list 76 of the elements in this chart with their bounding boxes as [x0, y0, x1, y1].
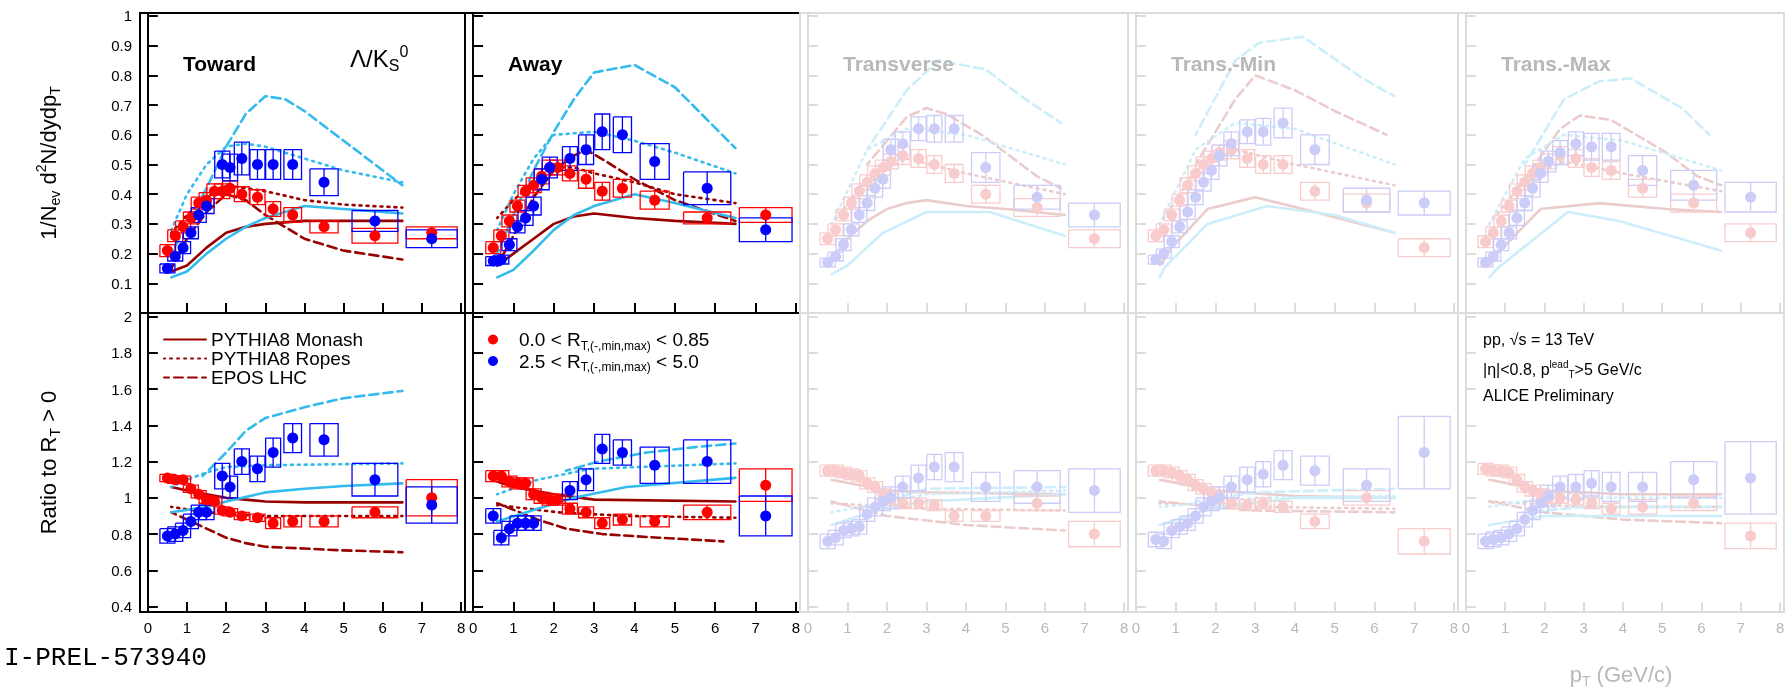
- x-tick-label: 2: [549, 619, 558, 636]
- y-tick-label: 1.2: [111, 453, 132, 471]
- x-tick-label: 7: [417, 619, 427, 636]
- x-tick-label: 1: [843, 619, 852, 636]
- x-tick-label: 8: [791, 619, 801, 636]
- x-tick-label: 6: [1697, 619, 1706, 636]
- x-tick-label: 1: [182, 619, 192, 636]
- x-tick-label: 0: [803, 619, 813, 636]
- x-tick-label: 1: [509, 619, 518, 636]
- x-tick-label: 5: [1658, 619, 1667, 636]
- x-tick-label: 7: [751, 619, 760, 636]
- x-tick-label: 8: [456, 619, 466, 636]
- x-tick-label: 1: [1171, 619, 1180, 636]
- x-tick-label: 8: [1449, 619, 1459, 636]
- x-tick-label: 5: [339, 619, 348, 636]
- x-tick-label: 0: [468, 619, 478, 636]
- x-tick-label: 7: [1080, 619, 1089, 636]
- x-tick-label: 2: [1540, 619, 1549, 636]
- x-tick-label: 8: [1775, 619, 1785, 636]
- x-tick-label: 2: [221, 619, 231, 636]
- x-tick-label: 4: [1618, 619, 1628, 636]
- y-tick-label: 0.3: [111, 215, 132, 233]
- y-tick-label: 0.6: [111, 561, 132, 579]
- legend-label: EPOS LHC: [211, 367, 308, 388]
- x-tick-label: 6: [711, 619, 720, 636]
- y-tick-label: 0.4: [111, 185, 132, 203]
- text: I-PREL-573940: [4, 643, 207, 673]
- annotation: pp, √s = 13 TeV: [1483, 330, 1595, 348]
- y-tick-label: 1: [123, 7, 132, 25]
- x-tick-label: 6: [378, 619, 387, 636]
- x-tick-label: 3: [1579, 619, 1588, 636]
- y-tick-label: 1: [123, 489, 132, 507]
- x-tick-label: 4: [300, 619, 309, 636]
- x-tick-label: 5: [1001, 619, 1010, 636]
- y-tick-label: 1.4: [111, 416, 132, 434]
- x-tick-label: 2: [1211, 619, 1220, 636]
- x-tick-label: 0: [1461, 619, 1471, 636]
- y-tick-label: 0.9: [111, 37, 132, 55]
- y-tick-label: 2: [123, 308, 132, 326]
- y-tick-label: 1.8: [111, 344, 132, 362]
- annotation: ALICE Preliminary: [1483, 386, 1614, 404]
- x-tick-label: 2: [882, 619, 892, 636]
- x-tick-label: 8: [1119, 619, 1129, 636]
- x-tick-label: 5: [1330, 619, 1339, 636]
- x-tick-label: 4: [630, 619, 639, 636]
- x-tick-label: 3: [922, 619, 931, 636]
- x-tick-label: 6: [1040, 619, 1050, 636]
- x-tick-label: 0: [143, 619, 152, 636]
- x-tick-label: 1: [1500, 619, 1510, 636]
- text: Transverse: [843, 51, 954, 75]
- y-tick-label: 0.1: [111, 274, 132, 292]
- x-tick-label: 4: [1290, 619, 1300, 636]
- y-tick-label: 0.4: [111, 598, 132, 616]
- x-tick-label: 3: [261, 619, 270, 636]
- text: Trans.-Min: [1171, 51, 1277, 75]
- x-tick-label: 6: [1370, 619, 1379, 636]
- text: Away: [508, 51, 563, 75]
- x-tick-label: 4: [961, 619, 971, 636]
- y-tick-label: 0.8: [111, 525, 132, 543]
- legend-label: PYTHIA8 Ropes: [211, 348, 351, 369]
- y-axis-title: Ratio to RT > 0: [35, 390, 63, 535]
- text: Trans.-Max: [1501, 51, 1612, 75]
- x-tick-label: 0: [1131, 619, 1141, 636]
- x-tick-label: 3: [1251, 619, 1260, 636]
- y-tick-label: 0.7: [111, 96, 132, 114]
- x-tick-label: 3: [589, 619, 599, 636]
- text: Toward: [183, 51, 257, 75]
- y-tick-label: 0.8: [111, 66, 132, 84]
- y-tick-label: 0.6: [111, 126, 132, 144]
- x-tick-label: 7: [1410, 619, 1419, 636]
- y-tick-label: 0.2: [111, 245, 132, 263]
- x-tick-label: 5: [670, 619, 680, 636]
- legend-label: PYTHIA8 Monash: [211, 329, 364, 350]
- y-tick-label: 1.6: [111, 380, 132, 398]
- y-tick-label: 0.5: [111, 155, 132, 173]
- x-tick-label: 7: [1736, 619, 1745, 636]
